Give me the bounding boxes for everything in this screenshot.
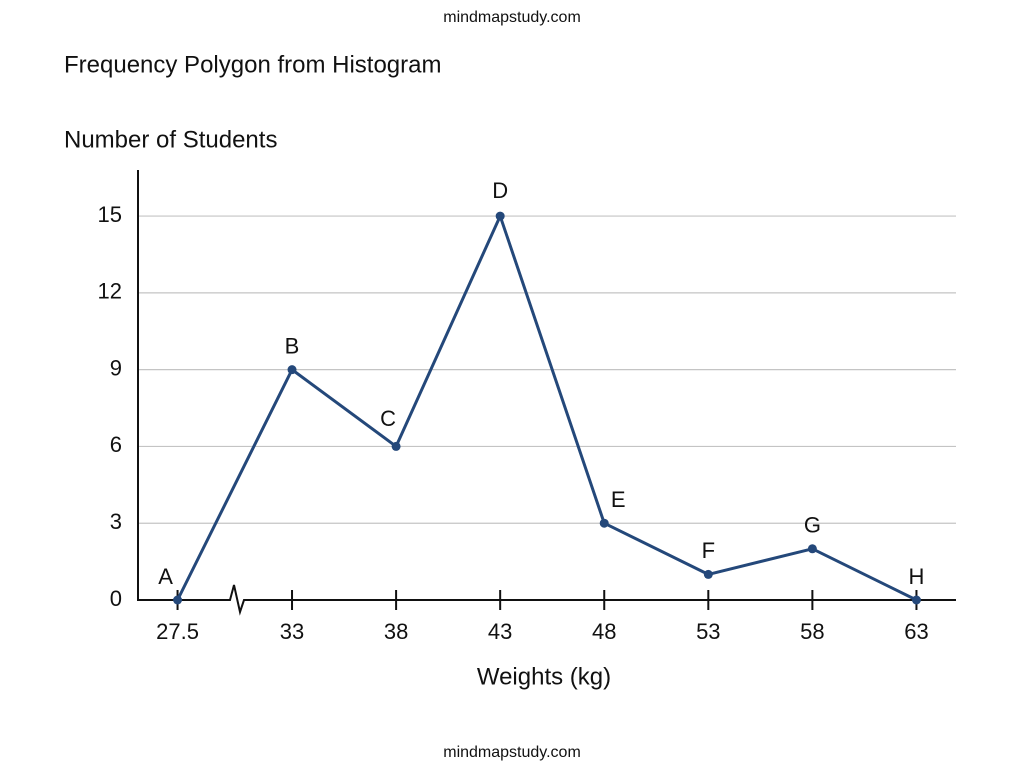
data: A B C D E F G H: [158, 178, 924, 605]
x-tick-label: 48: [592, 619, 616, 644]
point-label: H: [909, 564, 925, 589]
y-tick-label: 12: [98, 279, 122, 304]
y-tick-label: 0: [110, 586, 122, 611]
data-point: [911, 595, 921, 605]
x-tick-label: 43: [488, 619, 512, 644]
x-tick-label: 27.5: [156, 619, 199, 644]
data-point: [807, 544, 817, 554]
data-line: [176, 214, 918, 602]
axis-break-mark: [218, 584, 256, 616]
x-tick-label: 53: [696, 619, 720, 644]
x-tick-label: 63: [904, 619, 928, 644]
data-point: [599, 518, 609, 528]
x-tick-label: 33: [280, 619, 304, 644]
grid: [138, 215, 956, 601]
x-axis-label: Weights (kg): [477, 663, 611, 690]
x-tick-label: 38: [384, 619, 408, 644]
point-label: B: [285, 333, 300, 358]
point-label: D: [492, 178, 508, 203]
y-tick-label: 3: [110, 509, 122, 534]
y-tick-label: 6: [110, 432, 122, 457]
axes: 0 3 6 9 12 15 27.5 33 38 43 48 53 58 63: [98, 170, 956, 644]
data-point: [173, 595, 183, 605]
chart-title: Frequency Polygon from Histogram: [64, 51, 441, 78]
point-label: G: [804, 513, 821, 538]
data-point: [287, 365, 297, 375]
y-tick-label: 9: [110, 355, 122, 380]
y-axis-label: Number of Students: [64, 126, 277, 153]
axis-break: [218, 584, 256, 616]
point-label: C: [380, 406, 396, 431]
point-label: E: [611, 487, 626, 512]
data-point: [391, 441, 401, 451]
watermark: mindmapstudy.com: [443, 744, 581, 761]
point-label: A: [158, 564, 173, 589]
x-tick-label: 58: [800, 619, 824, 644]
data-point: [495, 211, 505, 221]
point-label: F: [702, 538, 715, 563]
data-point: [703, 569, 713, 579]
y-tick-label: 15: [98, 202, 122, 227]
watermark: mindmapstudy.com: [443, 9, 581, 26]
